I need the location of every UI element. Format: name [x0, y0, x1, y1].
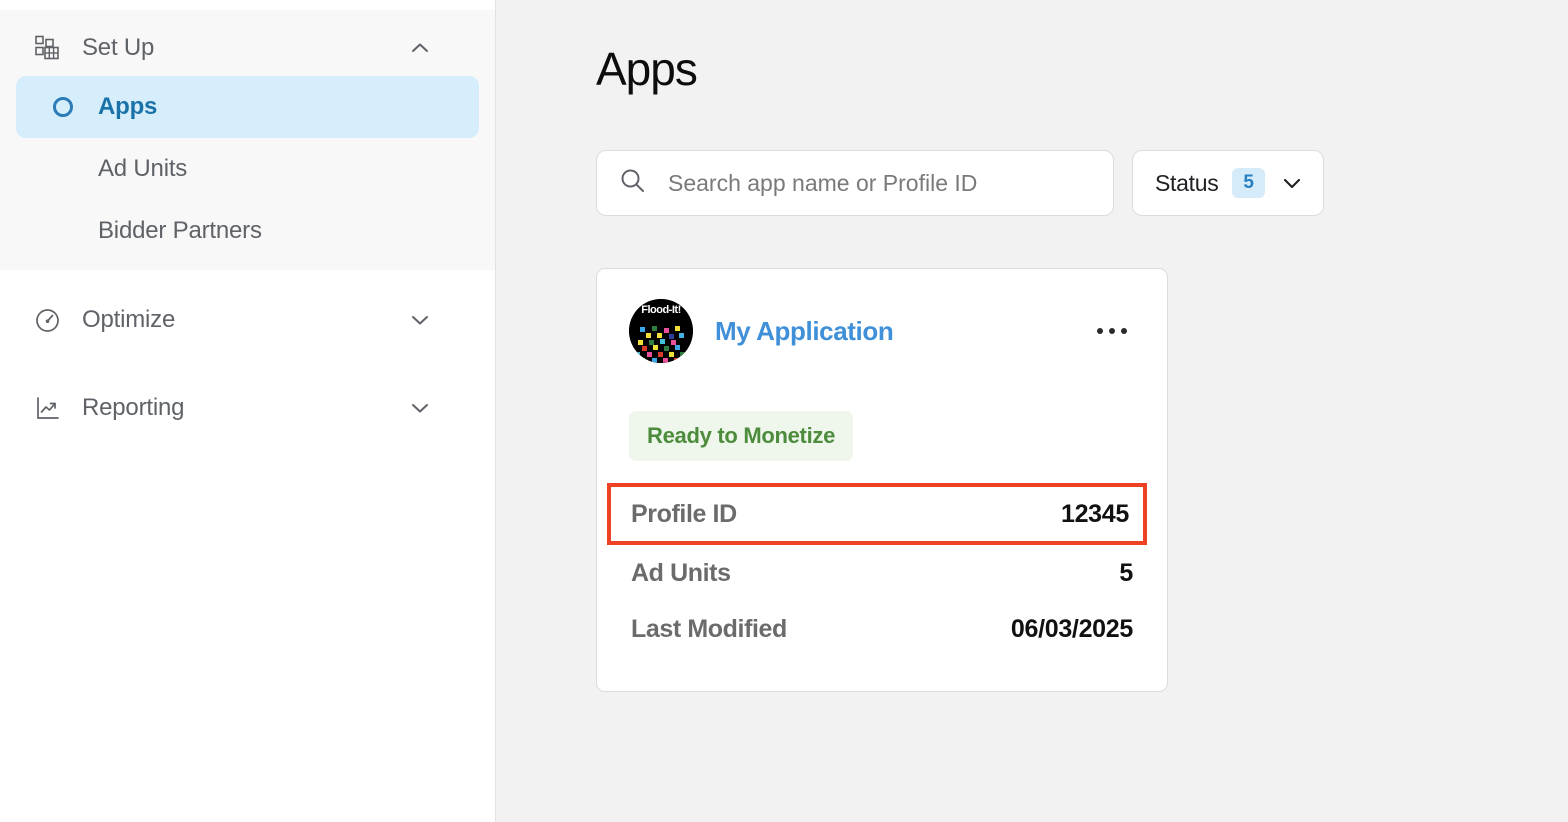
page-title: Apps: [596, 43, 698, 95]
detail-value-ad-units: 5: [1119, 558, 1133, 587]
app-detail-list: Profile ID 12345 Ad Units 5 Last Modifie…: [607, 483, 1147, 657]
detail-row-last-modified: Last Modified 06/03/2025: [629, 601, 1135, 657]
sidebar-item-bidder-partners[interactable]: Bidder Partners: [16, 200, 479, 262]
ellipsis-horizontal-icon[interactable]: [1089, 314, 1135, 348]
sidebar-item-label-bidder-partners: Bidder Partners: [98, 217, 262, 244]
flood-it-app-icon: Flood-It!: [629, 299, 693, 363]
sidebar-item-label-ad-units: Ad Units: [98, 155, 188, 182]
sidebar-item-apps[interactable]: Apps: [16, 76, 479, 138]
detail-row-profile-id: Profile ID 12345: [607, 483, 1147, 545]
status-filter-count-badge: 5: [1232, 167, 1265, 199]
filter-row: Status 5: [596, 150, 1568, 216]
main-content: Apps Status 5 Flood-It!: [496, 0, 1568, 822]
search-input[interactable]: [668, 169, 1091, 197]
sidebar-item-label-apps: Apps: [98, 93, 158, 120]
search-box[interactable]: [596, 150, 1114, 216]
chevron-up-icon[interactable]: [407, 35, 433, 61]
sidebar-group-label-reporting: Reporting: [82, 394, 185, 421]
sidebar-group-label-optimize: Optimize: [82, 306, 176, 333]
sidebar-item-ad-units[interactable]: Ad Units: [16, 138, 479, 200]
grid-blocks-icon: [32, 33, 62, 63]
spacer-icon: [48, 216, 78, 246]
detail-row-ad-units: Ad Units 5: [629, 545, 1135, 601]
detail-label-profile-id: Profile ID: [631, 499, 737, 528]
status-filter-label: Status: [1155, 169, 1219, 196]
speedometer-icon: [32, 305, 62, 335]
sidebar-group-label-setup: Set Up: [82, 34, 155, 61]
app-name-link[interactable]: My Application: [715, 315, 894, 346]
chevron-down-icon[interactable]: [407, 395, 433, 421]
detail-value-last-modified: 06/03/2025: [1010, 614, 1133, 643]
chevron-down-icon[interactable]: [407, 307, 433, 333]
chevron-down-icon[interactable]: [1279, 170, 1305, 196]
sidebar-group-setup: Set Up Apps Ad Units Bidder Partners: [0, 10, 495, 270]
sidebar-group-header-setup[interactable]: Set Up: [0, 20, 495, 76]
sidebar-group-header-reporting[interactable]: Reporting: [0, 380, 495, 436]
app-card-header: Flood-It!: [629, 299, 1135, 363]
app-card: Flood-It!: [596, 268, 1168, 692]
search-icon: [619, 167, 646, 199]
detail-label-last-modified: Last Modified: [631, 614, 787, 643]
circle-ring-icon: [48, 92, 78, 122]
sidebar: Set Up Apps Ad Units Bidder Partners: [0, 0, 496, 822]
sidebar-group-header-optimize[interactable]: Optimize: [0, 292, 495, 348]
spacer-icon: [48, 154, 78, 184]
detail-label-ad-units: Ad Units: [631, 558, 731, 587]
detail-value-profile-id: 12345: [1060, 499, 1129, 528]
status-filter-dropdown[interactable]: Status 5: [1132, 150, 1324, 216]
app-logo-text: Flood-It!: [641, 304, 681, 316]
line-chart-up-icon: [32, 393, 62, 423]
status-badge: Ready to Monetize: [629, 411, 854, 461]
